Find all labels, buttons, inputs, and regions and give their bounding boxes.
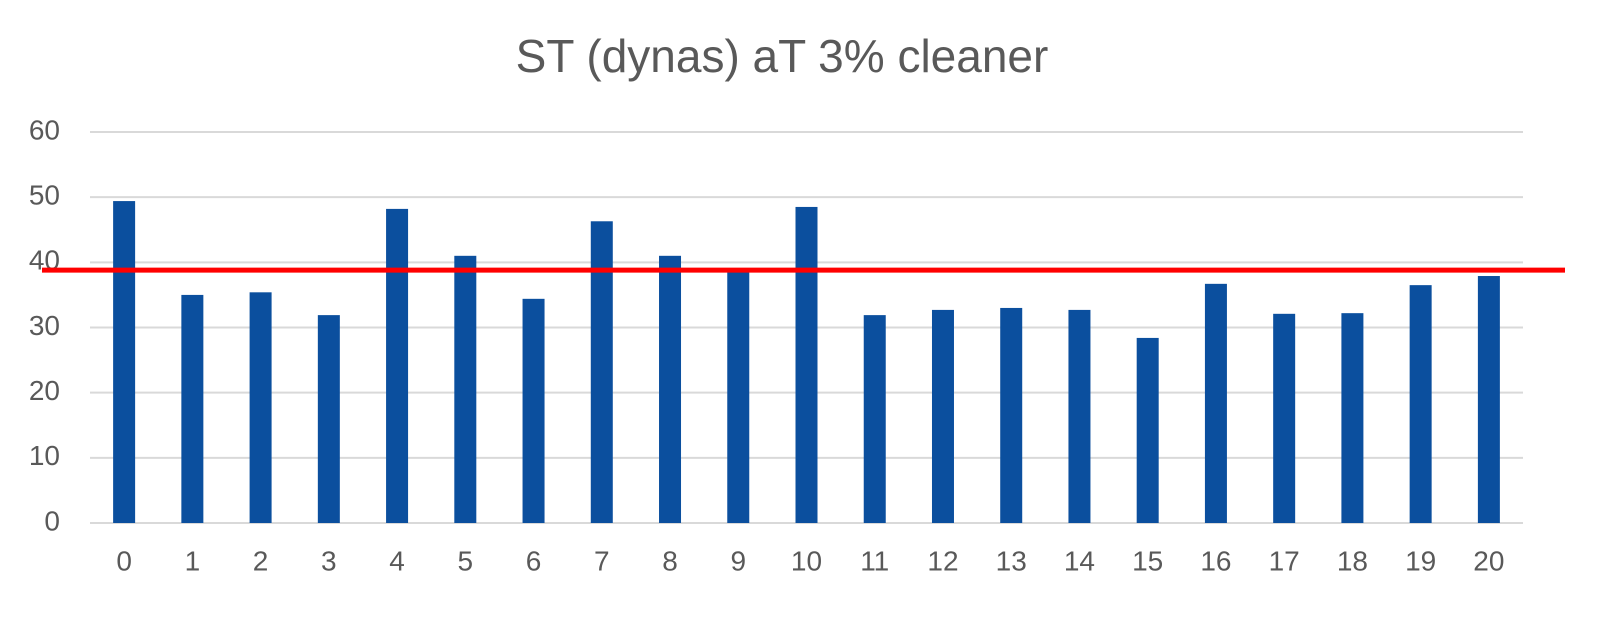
x-tick-label: 1	[185, 545, 201, 576]
y-tick-label: 30	[29, 310, 60, 341]
bar	[1068, 309, 1091, 523]
bar	[590, 221, 613, 524]
bar	[1409, 285, 1432, 523]
x-tick-label: 8	[662, 545, 678, 576]
bar	[1136, 337, 1159, 523]
bar	[1204, 283, 1227, 523]
bar	[931, 309, 954, 523]
y-tick-label: 50	[29, 180, 60, 211]
bar	[386, 208, 409, 523]
x-tick-label: 10	[791, 545, 822, 576]
bar	[727, 268, 750, 523]
bar	[522, 298, 545, 523]
x-tick-label: 20	[1473, 545, 1504, 576]
bar	[795, 206, 818, 524]
x-tick-label: 16	[1200, 545, 1231, 576]
bar	[113, 201, 136, 523]
x-tick-label: 17	[1269, 545, 1300, 576]
bar	[181, 294, 204, 523]
x-tick-label: 19	[1405, 545, 1436, 576]
bar	[1341, 313, 1364, 523]
y-tick-label: 0	[44, 505, 60, 536]
bar	[454, 255, 477, 524]
bar	[1273, 313, 1296, 523]
x-tick-label: 13	[996, 545, 1027, 576]
x-tick-label: 11	[860, 545, 889, 576]
bar	[249, 292, 272, 523]
y-tick-label: 10	[29, 440, 60, 471]
chart-title: ST (dynas) aT 3% cleaner	[516, 30, 1049, 82]
x-tick-label: 5	[458, 545, 474, 576]
x-tick-label: 4	[389, 545, 405, 576]
x-tick-label: 18	[1337, 545, 1368, 576]
y-tick-label: 60	[29, 114, 60, 145]
bar	[1000, 307, 1023, 523]
x-tick-label: 7	[594, 545, 610, 576]
y-tick-label: 20	[29, 375, 60, 406]
x-tick-label: 2	[253, 545, 269, 576]
bar	[1477, 276, 1500, 523]
x-tick-label: 6	[526, 545, 542, 576]
x-tick-label: 12	[927, 545, 958, 576]
x-tick-label: 0	[116, 545, 132, 576]
bar	[659, 255, 682, 524]
bar	[863, 315, 886, 523]
x-tick-label: 14	[1064, 545, 1095, 576]
x-tick-label: 3	[321, 545, 337, 576]
x-tick-label: 15	[1132, 545, 1163, 576]
x-tick-label: 9	[730, 545, 746, 576]
bar	[317, 315, 340, 523]
